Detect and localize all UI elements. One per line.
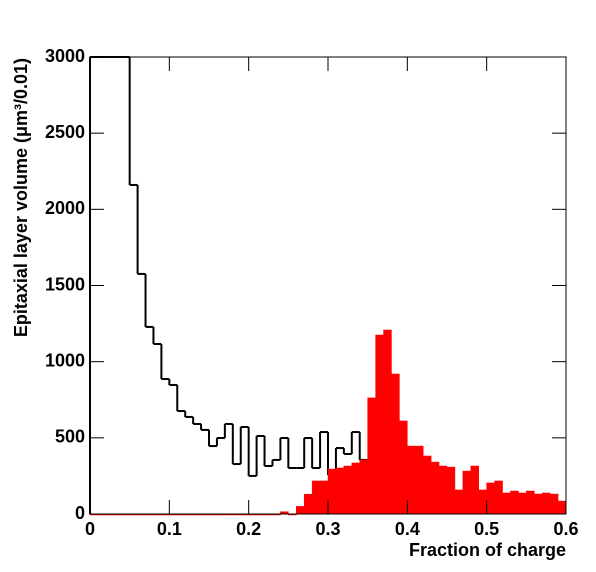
histogram-bar — [383, 329, 392, 515]
histogram-bar — [502, 492, 511, 515]
x-tick-label: 0.6 — [553, 519, 578, 539]
histogram-bar — [335, 467, 345, 515]
x-tick-label: 0.2 — [236, 519, 261, 539]
histogram-bar — [430, 461, 440, 515]
x-tick-label: 0.5 — [474, 519, 499, 539]
x-axis-label: Fraction of charge — [409, 540, 566, 560]
histogram-bar — [470, 465, 479, 515]
histogram-bar — [438, 465, 448, 515]
y-tick-label: 500 — [55, 427, 85, 447]
histogram-bar — [303, 493, 313, 515]
x-tick-label: 0.3 — [315, 519, 340, 539]
histogram-bar — [399, 420, 408, 515]
histogram-bar — [454, 489, 464, 515]
histogram-bar — [557, 500, 567, 515]
histogram-bar — [375, 334, 384, 515]
histogram-bar — [534, 493, 543, 515]
histogram-bar — [494, 480, 503, 515]
y-tick-label: 1000 — [45, 350, 85, 370]
y-tick-label: 3000 — [45, 46, 85, 66]
histogram-bar — [462, 470, 472, 515]
y-tick-label: 1500 — [45, 274, 85, 294]
y-axis-label: Epitaxial layer volume (μm³/0.01) — [11, 58, 31, 337]
histogram-bar — [541, 492, 551, 515]
histogram-bar — [415, 445, 424, 515]
histogram-bar — [486, 482, 495, 515]
histogram-bar — [359, 459, 368, 515]
histogram-bar — [446, 466, 456, 515]
histogram-bar — [391, 373, 400, 515]
histogram-bar — [407, 445, 416, 515]
histogram-bar — [311, 480, 321, 515]
histogram-bar — [518, 492, 527, 515]
histogram-bar — [478, 489, 487, 515]
histogram-bar — [510, 490, 519, 515]
histogram-bar — [351, 462, 360, 515]
histogram-bar — [367, 397, 376, 515]
x-tick-label: 0 — [85, 519, 95, 539]
histogram-bar — [422, 455, 432, 515]
y-tick-label: 2000 — [45, 198, 85, 218]
x-tick-label: 0.4 — [395, 519, 420, 539]
histogram-bar — [343, 465, 353, 515]
y-tick-label: 0 — [75, 503, 85, 523]
histogram-bar — [526, 490, 535, 515]
y-tick-label: 2500 — [45, 122, 85, 142]
histogram-bar — [549, 493, 559, 515]
histogram-bar — [327, 468, 337, 515]
histogram-bar — [296, 506, 305, 515]
x-tick-label: 0.1 — [157, 519, 182, 539]
histogram-bar — [319, 480, 329, 515]
